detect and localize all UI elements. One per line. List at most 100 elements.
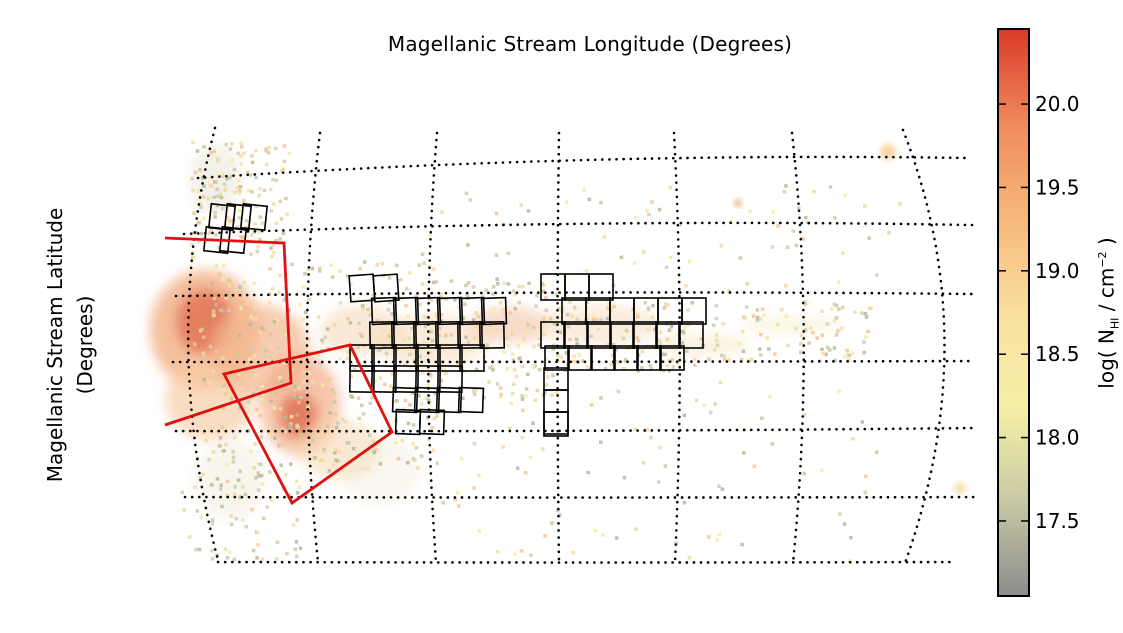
hi-pixel [650,200,654,204]
hi-pixel [225,176,229,181]
hi-pixel [230,142,234,146]
hi-pixel [258,330,263,334]
hi-pixel [272,319,277,324]
hi-pixel [426,398,431,402]
survey-field-box [391,386,419,414]
hi-pixel [351,447,356,451]
hi-pixel [328,411,332,415]
hi-pixel [524,394,528,398]
hi-pixel [682,413,686,418]
colorbar-tick-label: 18.5 [1035,342,1080,366]
hi-pixel [197,189,201,193]
hi-pixel [295,479,299,484]
hi-pixel [668,255,673,260]
hi-pixel [410,391,415,395]
hi-pixel [477,529,481,533]
grid-latitude-line [196,155,970,180]
hi-pixel [234,517,238,521]
grid-latitude-line [183,495,980,499]
hi-pixel [727,358,731,362]
hi-pixel [195,149,200,153]
hi-pixel [489,325,493,330]
hi-pixel [297,485,302,489]
hi-pixel [832,302,837,307]
hi-pixel [850,351,854,355]
hi-pixel [310,266,315,271]
hi-pixel [241,518,245,522]
hi-pixel [259,473,264,478]
hi-pixel [275,318,279,322]
hi-pixel [366,467,370,471]
hi-pixel [235,185,239,190]
hi-pixel [227,278,232,282]
hi-pixel [531,365,535,369]
hi-pixel [368,313,373,317]
hi-pixel [826,345,830,350]
hi-pixel [468,198,472,202]
hi-pixel [494,211,499,216]
survey-field-box [434,320,462,350]
hi-pixel [259,393,264,397]
hi-pixel [715,538,719,542]
hi-pixel [794,326,798,331]
survey-field-box [413,386,441,414]
colorbar: 17.5 18.0 18.5 19.0 19.5 20.0 [997,28,1080,597]
hi-pixel [229,522,234,527]
hi-pixel [335,425,339,430]
hi-pixel [368,401,373,405]
hi-pixel [797,206,801,210]
hi-pixel [349,375,354,379]
hi-pixel [289,414,294,419]
hi-pixel [768,394,772,399]
hi-pixel [837,307,841,311]
hi-pixel [802,471,806,476]
hi-pixel [585,318,589,322]
hi-pixel [224,142,228,147]
hi-pixel [244,524,249,529]
hi-pixel [759,332,763,337]
hi-pixel [760,307,765,311]
hi-pixel [350,395,355,399]
hi-pixel [250,160,255,165]
hi-pixel [694,398,699,403]
hi-pixel [510,352,515,356]
hi-pixel [517,284,521,289]
hi-pixel [519,203,523,207]
hi-pixel [180,490,184,495]
hi-pixel [388,300,392,305]
hi-emission-blob [650,333,750,357]
hi-pixel [665,363,670,368]
hi-pixel [253,317,257,322]
hi-pixel [742,451,746,455]
hi-pixel [663,352,667,357]
hi-pixel [214,303,218,307]
hi-pixel [221,275,226,280]
hi-pixel [752,314,756,318]
hi-pixel [227,220,232,224]
hi-pixel [663,464,668,468]
hi-pixel [755,308,760,312]
hi-pixel [495,277,499,281]
hi-pixel [713,347,717,352]
hi-pixel [832,318,837,323]
hi-pixel [187,535,192,539]
hi-pixel [541,289,546,294]
hi-pixel [411,442,415,446]
hi-pixel [523,471,528,475]
hi-pixel [528,455,533,460]
hi-pixel [302,380,307,384]
hi-clump [954,482,966,494]
hi-pixel [431,267,436,271]
survey-field-box [458,296,486,326]
hi-pixel [525,330,529,334]
hi-pixel [376,348,381,353]
hi-pixel [228,284,232,288]
hi-pixel [250,154,254,158]
hi-pixel [664,302,668,306]
hi-pixel [283,333,288,337]
hi-pixel [420,282,425,286]
hi-pixel [561,305,565,310]
hi-pixel [863,311,868,316]
hi-clump [734,199,742,207]
